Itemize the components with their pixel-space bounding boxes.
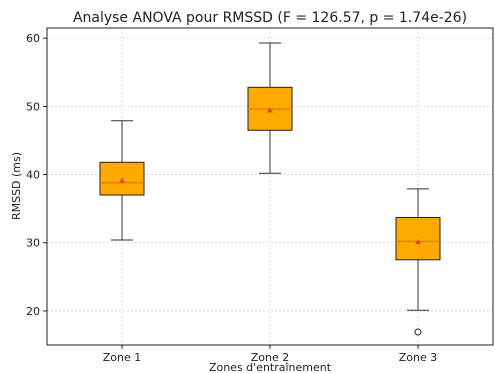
- y-tick-label: 40: [26, 169, 40, 182]
- y-tick-label: 60: [26, 32, 40, 45]
- mean-marker: [415, 239, 421, 245]
- y-tick-label: 30: [26, 237, 40, 250]
- y-tick-label: 20: [26, 305, 40, 318]
- x-tick-label: Zone 2: [251, 351, 290, 364]
- box-2: [247, 42, 293, 174]
- y-tick-label: 50: [26, 100, 40, 113]
- iqr-box: [99, 161, 145, 196]
- boxes: [99, 42, 441, 336]
- x-axis-ticks: Zone 1 Zone 2 Zone 3: [103, 345, 438, 364]
- x-tick-label: Zone 1: [103, 351, 142, 364]
- x-tick-label: Zone 3: [399, 351, 438, 364]
- x-axis-label: Zones d'entraînement: [209, 361, 332, 373]
- box-1: [99, 120, 145, 241]
- mean-marker: [267, 107, 273, 113]
- box-3: [395, 188, 441, 336]
- chart-title: Analyse ANOVA pour RMSSD (F = 126.57, p …: [73, 10, 467, 26]
- mean-marker: [119, 177, 125, 183]
- iqr-box: [395, 217, 441, 261]
- outlier-point: [414, 328, 422, 336]
- y-axis-label: RMSSD (ms): [10, 152, 23, 220]
- y-axis-ticks: 20 30 40 50 60: [26, 32, 47, 318]
